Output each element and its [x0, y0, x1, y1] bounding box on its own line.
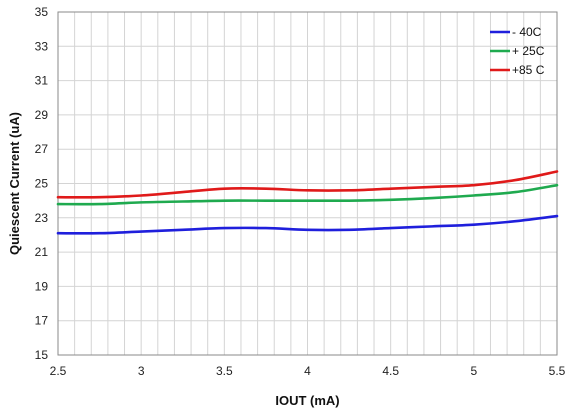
- y-tick-label: 27: [35, 142, 49, 156]
- y-tick-label: 35: [35, 5, 49, 19]
- x-tick-label: 5.5: [549, 364, 566, 378]
- x-tick-label: 3.5: [216, 364, 233, 378]
- legend: - 40C + 25C +85 C: [490, 25, 545, 77]
- x-tick-label: 4.5: [382, 364, 399, 378]
- series-minus-40c-line: [56, 214, 559, 235]
- x-axis-title: IOUT (mA): [275, 393, 339, 408]
- x-tick-label: 5: [470, 364, 477, 378]
- y-tick-label: 21: [35, 245, 49, 259]
- y-tick-label: 33: [35, 39, 49, 53]
- x-tick-label: 3: [138, 364, 145, 378]
- legend-label: - 40C: [512, 25, 542, 39]
- y-tick-label: 15: [35, 348, 49, 362]
- x-tick-label: 2.5: [50, 364, 67, 378]
- y-tick-label: 17: [35, 314, 49, 328]
- legend-label: + 25C: [512, 44, 545, 58]
- y-tick-label: 31: [35, 74, 49, 88]
- y-axis-title: Quiescent Current (uA): [7, 112, 22, 255]
- series-plus-25c-line: [56, 183, 559, 206]
- y-tick-label: 25: [35, 177, 49, 191]
- series-plus-85c-line: [56, 170, 559, 199]
- data-series: [56, 170, 559, 235]
- x-tick-label: 4: [304, 364, 311, 378]
- y-tick-label: 23: [35, 211, 49, 225]
- grid-lines: [58, 12, 557, 355]
- y-axis-tick-labels: 15 17 19 21 23 25 27 29 31 33 35: [35, 5, 49, 362]
- y-tick-label: 29: [35, 108, 49, 122]
- plot-area-frame: [57, 11, 558, 356]
- x-axis-tick-labels: 2.5 3 3.5 4 4.5 5 5.5: [50, 364, 566, 378]
- y-tick-label: 19: [35, 279, 49, 293]
- legend-label: +85 C: [512, 63, 545, 77]
